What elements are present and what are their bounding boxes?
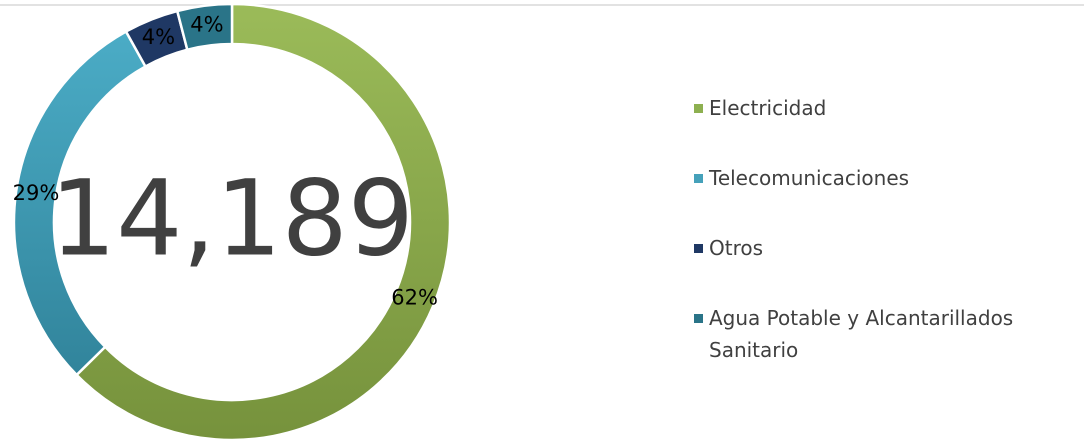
center-label: 14,189 [50,157,414,279]
legend-item: Otros [694,232,1084,264]
legend: Electricidad Telecomunicaciones Otros Agua … [694,92,1084,404]
data-label: 29% [13,181,60,205]
legend-label: Telecomunicaciones [709,166,910,190]
legend-swatch [694,314,703,323]
slice [175,2,234,52]
legend-label: Electricidad [709,96,827,120]
legend-item: Telecomunicaciones [694,162,1084,194]
legend-swatch [694,174,703,183]
legend-item: Electricidad [694,92,1084,124]
data-label: 62% [391,285,438,309]
legend-swatch [694,244,703,253]
data-label: 4% [190,13,223,37]
slice [74,2,452,440]
legend-swatch [694,104,703,113]
legend-item: Agua Potable y Alcantarillados Sanitario [694,302,1084,366]
legend-label: Agua Potable y Alcantarillados Sanitario [709,306,1014,362]
data-label: 4% [142,25,175,49]
legend-label: Otros [709,236,764,260]
